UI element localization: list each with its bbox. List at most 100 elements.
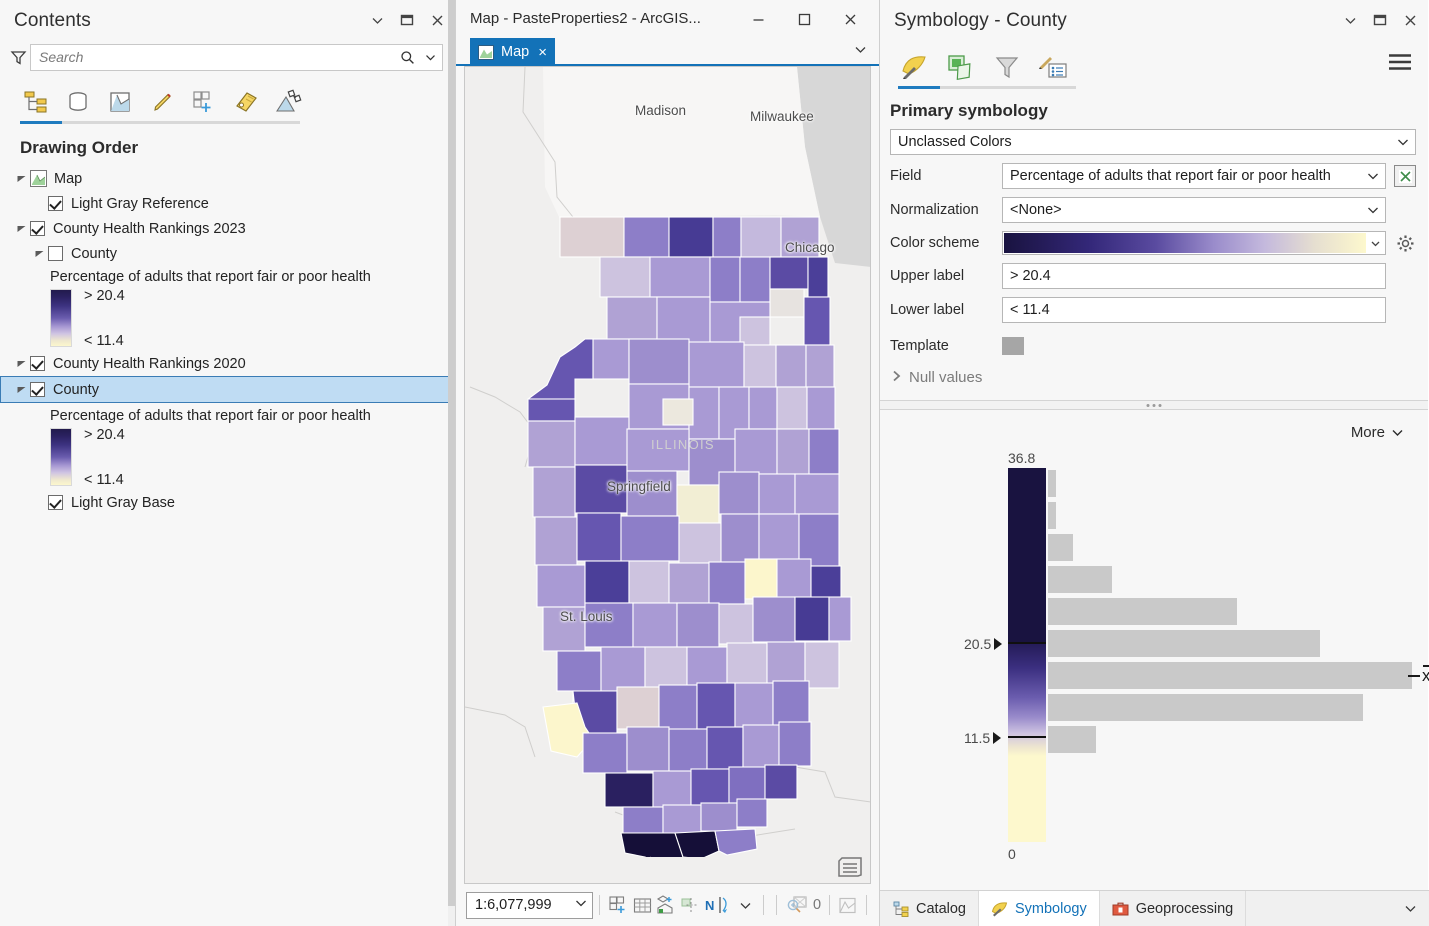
map-window: Map - PasteProperties2 - ArcGIS... Map: [456, 0, 880, 926]
tree-item-county-health-rankings-2023[interactable]: County Health Rankings 2023: [0, 216, 455, 241]
tree-item-label: County: [53, 381, 99, 398]
lower-label-input[interactable]: < 11.4: [1002, 297, 1386, 323]
tab-advanced-options[interactable]: [1036, 50, 1070, 84]
tab-overflow-chevron-icon[interactable]: [854, 43, 867, 61]
contents-panel-title: Contents: [14, 10, 91, 31]
tree-item-map[interactable]: Map: [0, 166, 455, 191]
zoom-to-selection-icon[interactable]: [783, 893, 812, 918]
gear-icon[interactable]: [1394, 232, 1416, 254]
close-icon[interactable]: [827, 8, 873, 30]
contents-scrollbar[interactable]: [448, 0, 455, 926]
symbology-type-combo[interactable]: Unclassed Colors: [890, 129, 1416, 155]
chevron-down-icon[interactable]: [1367, 170, 1379, 182]
field-label: Field: [890, 168, 922, 184]
tab-map[interactable]: Map ×: [470, 38, 555, 66]
color-scheme-combo[interactable]: [1002, 231, 1386, 255]
upper-label-input[interactable]: > 20.4: [1002, 263, 1386, 289]
chevron-down-icon[interactable]: [733, 893, 757, 918]
north-rotate-icon[interactable]: N: [702, 893, 733, 918]
template-symbol-swatch[interactable]: [1002, 337, 1024, 355]
dock-tab-catalog[interactable]: Catalog: [880, 891, 979, 926]
maximize-icon[interactable]: [1372, 12, 1388, 28]
maximize-icon[interactable]: [399, 12, 415, 28]
legend-upper-label: > 20.4: [84, 288, 125, 304]
expander-collapse-icon[interactable]: [30, 249, 48, 258]
drawing-order-header: Drawing Order: [20, 138, 139, 157]
list-by-diagram-icon[interactable]: [272, 86, 304, 118]
chevron-down-icon[interactable]: [1366, 239, 1384, 248]
tree-item-county-2020[interactable]: County: [0, 376, 453, 403]
color-ramp-swatch: [50, 428, 72, 486]
field-value: Percentage of adults that report fair or…: [1010, 168, 1331, 184]
chevron-right-icon: [892, 369, 901, 386]
layer-visibility-checkbox[interactable]: [30, 356, 45, 371]
null-values-expander[interactable]: Null values: [890, 369, 1416, 386]
map-canvas[interactable]: Madison Milwaukee Chicago Springfield St…: [464, 66, 871, 884]
map-scale-combo[interactable]: 1:6,077,999: [466, 891, 594, 919]
upper-label-row: Upper label > 20.4: [890, 263, 1416, 289]
more-button[interactable]: More: [1351, 424, 1404, 441]
chevron-down-icon[interactable]: [575, 897, 587, 913]
search-icon[interactable]: [396, 50, 419, 65]
list-by-snapping-icon[interactable]: [188, 86, 220, 118]
filter-icon[interactable]: [6, 49, 30, 66]
color-scheme-row: Color scheme: [890, 231, 1416, 255]
list-by-data-source-icon[interactable]: [62, 86, 94, 118]
tree-item-county-health-rankings-2020[interactable]: County Health Rankings 2020: [0, 351, 455, 376]
chevron-down-icon[interactable]: [369, 12, 385, 28]
tab-vary-by-attribute[interactable]: [944, 50, 978, 84]
legend-labels: > 20.4 < 11.4: [72, 427, 192, 488]
normalization-combo[interactable]: <None>: [1002, 197, 1386, 223]
layer-visibility-checkbox[interactable]: [30, 382, 45, 397]
list-by-labeling-icon[interactable]: [230, 86, 262, 118]
extent-icon[interactable]: [836, 893, 860, 918]
tab-close-icon[interactable]: ×: [538, 43, 547, 61]
unclassed-histogram[interactable]: 36.8 0: [880, 450, 1429, 862]
expander-collapse-icon[interactable]: [12, 359, 30, 368]
add-basemap-icon[interactable]: [606, 893, 630, 918]
list-by-editing-icon[interactable]: [146, 86, 178, 118]
symbology-form: Unclassed Colors Field Percentage of adu…: [880, 129, 1428, 386]
tree-item-county-2023[interactable]: County: [0, 241, 455, 266]
list-by-selection-icon[interactable]: [104, 86, 136, 118]
geodatabase-tool-icon[interactable]: [654, 893, 678, 918]
dock-tab-geoprocessing[interactable]: Geoprocessing: [1100, 891, 1247, 926]
set-expression-button[interactable]: [1394, 165, 1416, 187]
histogram-color-ramp[interactable]: [1008, 468, 1046, 842]
search-input[interactable]: Search: [30, 43, 443, 71]
chevron-down-icon[interactable]: [1367, 204, 1379, 216]
chevron-down-icon[interactable]: [1342, 12, 1358, 28]
close-icon[interactable]: [429, 12, 445, 28]
panel-splitter[interactable]: [880, 400, 1428, 410]
tab-symbol-filter[interactable]: [990, 50, 1024, 84]
map-icon: [30, 170, 47, 187]
tree-item-light-gray-reference[interactable]: Light Gray Reference: [0, 191, 455, 216]
layer-visibility-checkbox[interactable]: [48, 495, 63, 510]
search-options-chevron-icon[interactable]: [419, 52, 436, 63]
expander-collapse-icon[interactable]: [12, 385, 30, 394]
histogram-upper-handle[interactable]: 20.5: [964, 636, 1003, 652]
expander-collapse-icon[interactable]: [12, 224, 30, 233]
toolbox-icon: [1112, 900, 1129, 917]
layer-visibility-checkbox[interactable]: [48, 196, 63, 211]
minimize-icon[interactable]: [735, 8, 781, 30]
hamburger-menu-icon[interactable]: [1388, 53, 1412, 76]
basemap-attribution-icon[interactable]: [838, 857, 862, 877]
close-icon[interactable]: [1402, 12, 1418, 28]
template-label: Template: [890, 338, 949, 354]
tree-item-light-gray-base[interactable]: Light Gray Base: [0, 490, 455, 515]
snapping-icon[interactable]: [678, 893, 702, 918]
chevron-down-icon[interactable]: [1397, 136, 1409, 148]
layer-visibility-checkbox[interactable]: [30, 221, 45, 236]
list-by-drawing-order-icon[interactable]: [20, 86, 52, 118]
layer-visibility-checkbox[interactable]: [48, 246, 63, 261]
tab-primary-symbology[interactable]: [898, 50, 932, 84]
dock-tab-symbology[interactable]: Symbology: [978, 891, 1100, 926]
expander-collapse-icon[interactable]: [12, 174, 30, 183]
dock-overflow-chevron-icon[interactable]: [1404, 891, 1429, 926]
maximize-icon[interactable]: [781, 8, 827, 30]
upper-label-value: > 20.4: [1010, 268, 1051, 284]
field-combo[interactable]: Percentage of adults that report fair or…: [1002, 163, 1386, 189]
grid-icon[interactable]: [630, 893, 654, 918]
histogram-lower-handle[interactable]: 11.5: [964, 730, 1002, 746]
